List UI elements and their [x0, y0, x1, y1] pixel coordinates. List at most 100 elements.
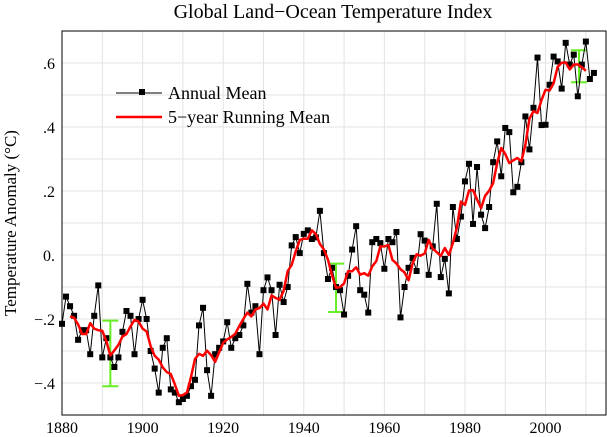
y-tick-label: .2	[43, 184, 55, 201]
x-tick-label: 1960	[368, 420, 400, 437]
annual-mean-point	[99, 354, 106, 361]
annual-mean-point	[127, 312, 134, 319]
x-tick-label: 1940	[288, 420, 320, 437]
annual-mean-point	[204, 367, 211, 374]
annual-mean-point	[111, 364, 118, 370]
annual-mean-point	[526, 146, 533, 153]
annual-mean-point	[296, 250, 303, 257]
annual-mean-point	[478, 211, 485, 218]
annual-mean-point	[558, 85, 565, 92]
annual-mean-point	[534, 54, 541, 61]
annual-mean-point	[171, 389, 178, 396]
annual-mean-point	[67, 303, 74, 310]
annual-mean-point	[115, 354, 122, 361]
x-tick-label: 1880	[46, 420, 78, 437]
annual-mean-point	[159, 344, 166, 351]
annual-mean-point	[409, 254, 416, 261]
annual-mean-point	[345, 272, 352, 279]
annual-mean-point	[324, 276, 331, 282]
annual-mean-point	[437, 274, 444, 281]
chart-title: Global Land−Ocean Temperature Index	[174, 1, 493, 23]
y-tick-label: −.2	[34, 312, 55, 329]
y-tick-label: −.4	[34, 376, 55, 393]
annual-mean-point	[506, 129, 513, 136]
annual-mean-point	[300, 230, 307, 237]
annual-mean-point	[498, 173, 505, 180]
annual-mean-point	[373, 236, 380, 242]
annual-mean-point	[562, 39, 569, 46]
annual-mean-point	[147, 348, 154, 354]
annual-mean-point	[538, 122, 545, 129]
annual-mean-point	[236, 332, 243, 338]
annual-mean-point	[75, 336, 82, 343]
annual-mean-point	[522, 113, 529, 120]
annual-mean-point	[87, 351, 94, 358]
annual-mean-point	[393, 228, 400, 235]
annual-mean-point	[212, 351, 219, 358]
annual-mean-point	[123, 308, 130, 314]
annual-mean-point	[91, 312, 98, 319]
annual-mean-point	[586, 76, 593, 82]
annual-mean-point	[582, 38, 589, 45]
annual-mean-point	[200, 304, 207, 311]
annual-mean-point	[292, 234, 299, 241]
annual-mean-point	[465, 160, 472, 167]
annual-mean-point	[260, 287, 267, 294]
annual-mean-point	[63, 293, 70, 300]
y-tick-label: .6	[43, 56, 55, 73]
annual-mean-point	[474, 164, 481, 170]
annual-mean-point	[107, 354, 114, 361]
annual-mean-point	[256, 351, 263, 358]
y-tick-label: 0.	[43, 248, 55, 265]
annual-mean-point	[284, 284, 291, 290]
annual-mean-point	[574, 93, 581, 100]
annual-mean-point	[494, 138, 501, 145]
annual-mean-point	[542, 121, 549, 128]
annual-mean-point	[248, 309, 255, 316]
annual-mean-point	[288, 242, 295, 249]
x-axis: 1880 1900 1920 1940 1960 1980 2000	[46, 420, 562, 437]
annual-mean-point	[397, 314, 404, 321]
annual-mean-point	[71, 312, 78, 319]
annual-mean-point	[119, 328, 126, 335]
x-tick-label: 2000	[530, 420, 562, 437]
annual-mean-point	[196, 322, 203, 329]
annual-mean-point	[187, 383, 194, 390]
annual-mean-point	[252, 303, 259, 310]
annual-mean-point	[401, 284, 408, 290]
x-tick-label: 1920	[207, 420, 239, 437]
annual-mean-point	[457, 213, 464, 220]
annual-mean-point	[224, 319, 231, 326]
annual-mean-point	[449, 204, 456, 210]
annual-mean-point	[502, 124, 509, 131]
annual-mean-line	[61, 41, 595, 404]
annual-mean-point	[280, 299, 287, 306]
annual-mean-point	[151, 365, 158, 372]
annual-mean-point	[554, 58, 561, 65]
annual-mean-point	[445, 290, 452, 297]
annual-mean-point	[385, 236, 392, 242]
annual-mean-point	[328, 264, 335, 271]
annual-mean-point	[83, 327, 90, 334]
annual-mean-point	[550, 53, 557, 60]
x-tick-label: 1900	[127, 420, 159, 437]
annual-mean-point	[570, 51, 577, 58]
annual-mean-point	[143, 316, 150, 322]
y-axis: −.4 −.2 0. .2 .4 .6	[34, 56, 55, 393]
annual-mean-point	[461, 178, 468, 185]
annual-mean-point	[566, 61, 573, 68]
plot-frame	[61, 30, 607, 416]
annual-mean-point	[179, 396, 186, 402]
annual-mean-point	[421, 237, 428, 244]
annual-mean-point	[155, 389, 162, 396]
annual-mean-point	[514, 183, 521, 190]
annual-mean-point	[232, 335, 239, 342]
legend-running-label: 5−year Running Mean	[168, 107, 330, 127]
annual-mean-point	[216, 344, 223, 351]
annual-mean-point	[320, 250, 327, 257]
annual-mean-point	[316, 207, 323, 214]
annual-mean-point	[453, 236, 460, 242]
annual-mean-point	[240, 322, 247, 329]
legend-annual-marker	[139, 89, 145, 95]
